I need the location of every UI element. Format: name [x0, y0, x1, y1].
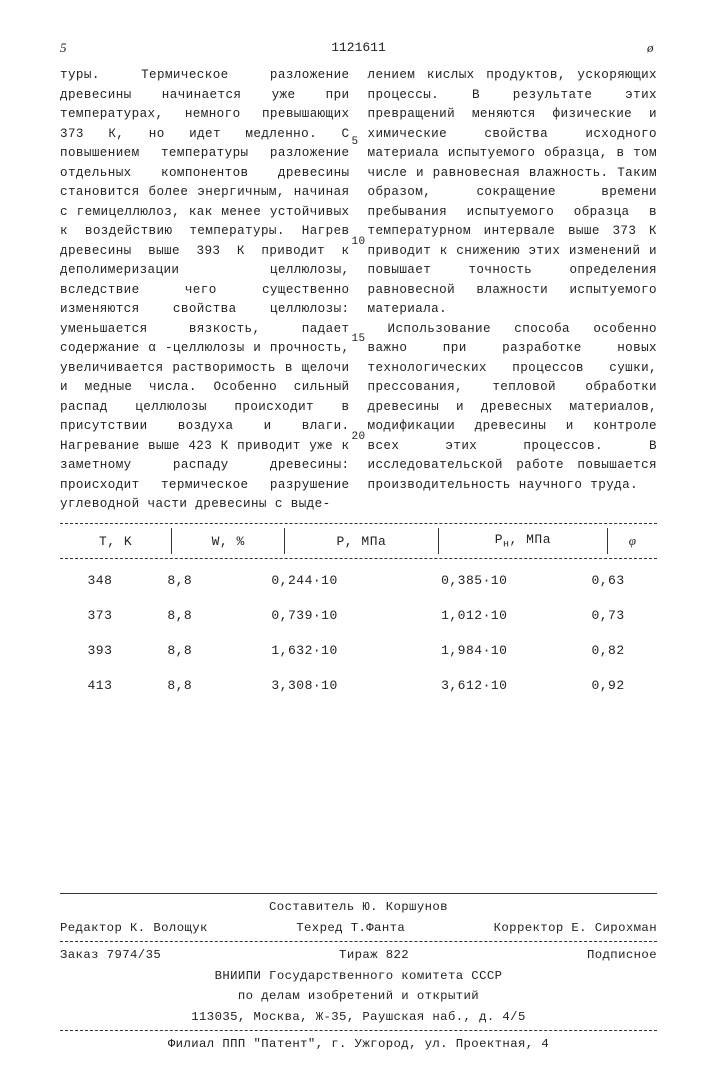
footer-block: Составитель Ю. Коршунов Редактор К. Воло…	[60, 893, 657, 1053]
table-row: 3488,80,244·100,385·100,63	[60, 563, 657, 598]
table-cell: 393	[60, 633, 140, 668]
table-cell: 3,308·10	[220, 668, 390, 703]
right-intro: лением кислых продуктов, ускоряющих проц…	[368, 66, 658, 320]
lineno-5: 5	[352, 134, 359, 151]
table-cell: 0,92	[559, 668, 657, 703]
table-row: 3738,80,739·101,012·100,73	[60, 598, 657, 633]
table-cell: 8,8	[140, 598, 220, 633]
table-header-row: T, K W, % P, МПа Pн, МПа φ	[60, 528, 657, 555]
table-cell: 0,73	[559, 598, 657, 633]
techred: Техред Т.Фанта	[296, 919, 405, 937]
header-right-mark: ø	[647, 40, 657, 56]
footer-rule-3	[60, 1030, 657, 1031]
rule-top	[60, 523, 657, 524]
table-cell: 8,8	[140, 633, 220, 668]
table-row: 3938,81,632·101,984·100,82	[60, 633, 657, 668]
th-phi: φ	[608, 528, 657, 555]
data-table-block: T, K W, % P, МПа Pн, МПа φ 3488,80,244·1…	[60, 523, 657, 704]
table-cell: 8,8	[140, 563, 220, 598]
table-cell: 0,82	[559, 633, 657, 668]
data-table: T, K W, % P, МПа Pн, МПа φ	[60, 528, 657, 555]
right-column: 5 10 15 20 лением кислых продуктов, уско…	[368, 66, 658, 515]
th-temp: T, K	[60, 528, 172, 555]
body-columns: туры. Термическое разложение древесины н…	[60, 66, 657, 515]
org-line2: по делам изобретений и открытий	[60, 987, 657, 1005]
th-w: W, %	[172, 528, 285, 555]
table-cell: 348	[60, 563, 140, 598]
table-cell: 0,63	[559, 563, 657, 598]
table-cell: 0,385·10	[389, 563, 559, 598]
th-p: P, МПа	[285, 528, 438, 555]
branch: Филиал ППП "Патент", г. Ужгород, ул. Про…	[60, 1035, 657, 1053]
lineno-10: 10	[352, 234, 366, 251]
rule-mid	[60, 558, 657, 559]
left-column: туры. Термическое разложение древесины н…	[60, 66, 350, 515]
table-cell: 373	[60, 598, 140, 633]
right-second: Использование способа особенно важно при…	[368, 320, 658, 496]
th-pn: Pн, МПа	[438, 528, 607, 555]
lineno-20: 20	[352, 429, 366, 446]
page-number: 1121611	[331, 40, 386, 56]
order: Заказ 7974/35	[60, 946, 161, 964]
editor: Редактор К. Волощук	[60, 919, 208, 937]
corrector: Корректор Е. Сирохман	[494, 919, 657, 937]
circulation: Тираж 822	[339, 946, 409, 964]
table-cell: 3,612·10	[389, 668, 559, 703]
table-row: 4138,83,308·103,612·100,92	[60, 668, 657, 703]
lineno-15: 15	[352, 331, 366, 348]
table-cell: 413	[60, 668, 140, 703]
table-cell: 1,012·10	[389, 598, 559, 633]
table-cell: 0,244·10	[220, 563, 390, 598]
table-cell: 1,984·10	[389, 633, 559, 668]
org-line1: ВНИИПИ Государственного комитета СССР	[60, 967, 657, 985]
header-left-mark: 5	[60, 40, 70, 56]
table-cell: 1,632·10	[220, 633, 390, 668]
table-cell: 8,8	[140, 668, 220, 703]
footer-rule-1	[60, 893, 657, 894]
signed: Подписное	[587, 946, 657, 964]
address: 113035, Москва, Ж-35, Раушская наб., д. …	[60, 1008, 657, 1026]
compiler: Составитель Ю. Коршунов	[60, 898, 657, 916]
footer-rule-2	[60, 941, 657, 942]
table-cell: 0,739·10	[220, 598, 390, 633]
